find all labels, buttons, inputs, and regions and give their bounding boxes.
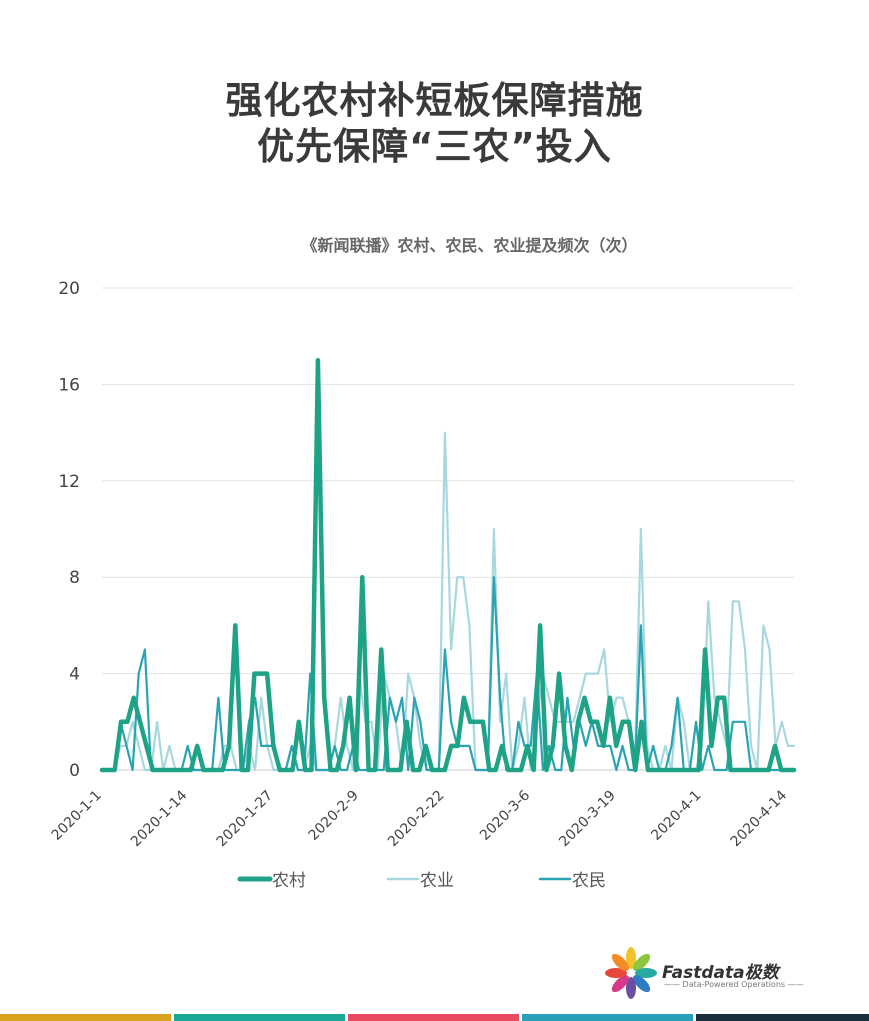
legend-item[interactable]: 农民 (538, 871, 606, 891)
color-bar-segment (696, 1014, 869, 1021)
legend: 农村 农业 农民 (237, 871, 606, 891)
x-tick-label: 2020-2-9 (306, 788, 362, 844)
legend-label: 农业 (420, 871, 454, 891)
color-bar-segment (522, 1014, 693, 1021)
x-tick-label: 2020-3-6 (477, 787, 533, 843)
bottom-color-bar (0, 1014, 869, 1021)
legend-label: 农村 (272, 871, 306, 891)
series-line-3 (100, 576, 796, 772)
y-tick-label: 12 (58, 472, 80, 492)
page-title: 强化农村补短板保障措施 优先保障“三农”投入 (0, 78, 869, 170)
legend-item[interactable]: 农业 (386, 871, 454, 891)
x-axis-ticks: 2020-1-1 2020-1-14 2020-1-27 2020-2-9 2020-2… (49, 787, 791, 850)
x-tick-label: 2020-4-14 (728, 787, 791, 850)
series-lines (99, 358, 797, 773)
y-tick-label: 8 (69, 568, 80, 588)
x-tick-label: 2020-3-19 (556, 788, 619, 851)
x-tick-label: 2020-2-22 (385, 788, 448, 851)
chart-title: 《新闻联播》农村、农民、农业提及频次（次） (301, 236, 638, 255)
y-tick-label: 4 (69, 665, 80, 685)
x-tick-label: 2020-1-14 (128, 787, 191, 850)
series-line-2 (100, 431, 796, 772)
logo-tagline: —— Data-Powered Operations —— (664, 980, 804, 989)
title-line-2: 优先保障“三农”投入 (257, 125, 612, 168)
y-axis-ticks: 0 4 8 12 16 20 (58, 279, 80, 781)
y-tick-label: 0 (69, 761, 80, 781)
logo-name: Fastdata极数 (662, 963, 779, 983)
color-bar-segment (0, 1014, 171, 1021)
title-line-1: 强化农村补短板保障措施 (225, 79, 644, 122)
y-tick-label: 16 (58, 375, 80, 395)
pinwheel-logo-icon (605, 947, 657, 999)
fastdata-logo: Fastdata极数 —— Data-Powered Operations —— (604, 944, 804, 1004)
x-tick-label: 2020-4-1 (648, 788, 704, 844)
legend-item[interactable]: 农村 (237, 871, 306, 891)
series-line-1 (99, 358, 797, 773)
y-tick-label: 20 (58, 279, 80, 299)
color-bar-segment (348, 1014, 519, 1021)
legend-label: 农民 (572, 871, 606, 891)
color-bar-segment (174, 1014, 345, 1021)
x-tick-label: 2020-1-1 (49, 788, 105, 844)
x-tick-label: 2020-1-27 (214, 788, 277, 851)
